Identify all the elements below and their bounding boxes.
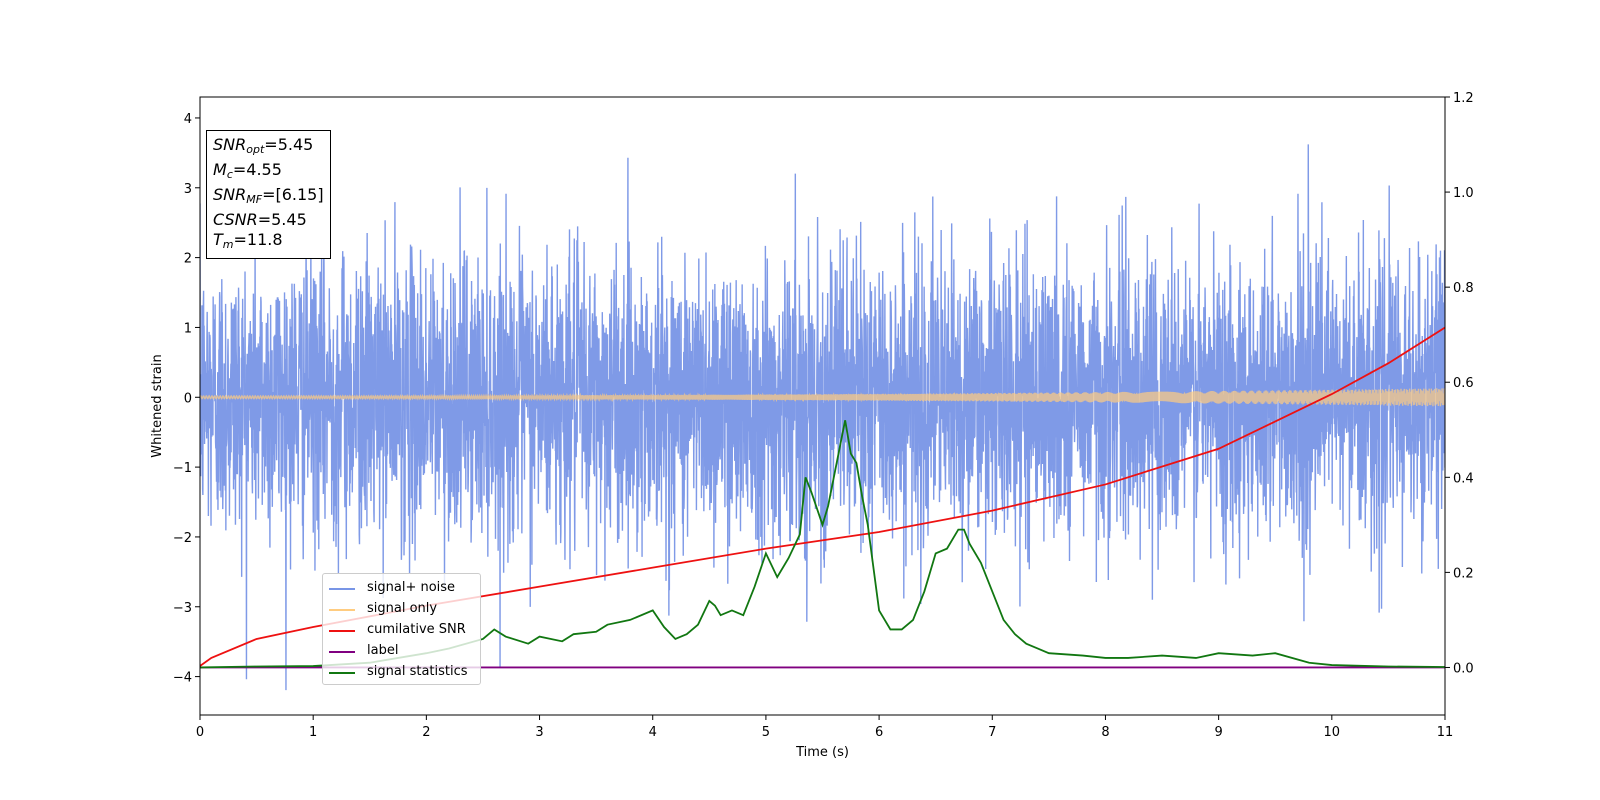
series-signal-statistics-line — [200, 420, 1445, 669]
x-tick-label-11: 11 — [1437, 725, 1454, 740]
series-signal-noise-line — [200, 144, 1445, 691]
legend-item-signal-statistics: signal statistics — [323, 663, 480, 683]
x-tick-label-9: 9 — [1214, 725, 1222, 740]
legend-swatch-signal-only — [329, 609, 355, 611]
x-axis-label: Time (s) — [795, 745, 849, 760]
legend-label-signal-only: signal only — [367, 601, 438, 616]
legend-item-signal-only: signal only — [323, 600, 480, 620]
axes: 0 1 2 3 4 5 6 7 8 9 10 11 −4 −3 −2 −1 0 1 2 3 4 0.0 0.2 0.4 0.6 0… — [173, 91, 1474, 740]
legend-label-label: label — [367, 643, 399, 658]
legend-label-signal-noise: signal+ noise — [367, 580, 456, 595]
y-tick-label-2: −2 — [173, 531, 192, 546]
y-tick-label-3: −1 — [173, 461, 192, 476]
y2-tick-label-0: 0.0 — [1453, 661, 1474, 676]
y-axis-label: Whitened strain — [150, 354, 165, 457]
annotation-mc: Mc=4.55 — [213, 160, 282, 181]
y2-tick-label-6: 1.2 — [1453, 91, 1474, 106]
y-tick-label-6: 2 — [184, 252, 192, 267]
legend-item-label: label — [323, 642, 480, 662]
x-tick-label-4: 4 — [649, 725, 657, 740]
y2-tick-label-5: 1.0 — [1453, 186, 1474, 201]
x-tick-label-7: 7 — [988, 725, 996, 740]
y-tick-label-4: 0 — [184, 391, 192, 406]
legend-swatch-signal-noise — [329, 588, 355, 590]
series-cumulative-snr-line — [200, 326, 1445, 667]
y2-tick-label-3: 0.6 — [1453, 376, 1474, 391]
legend-swatch-signal-statistics — [329, 672, 355, 674]
x-tick-label-10: 10 — [1324, 725, 1341, 740]
legend: signal+ noise signal only cumilative SNR… — [322, 573, 481, 685]
y-tick-label-8: 4 — [184, 112, 192, 127]
annotation-snr-mf: SNRMF=[6.15] — [213, 185, 324, 206]
x-tick-label-8: 8 — [1101, 725, 1109, 740]
x-tick-label-0: 0 — [196, 725, 204, 740]
y2-tick-label-1: 0.2 — [1453, 566, 1474, 581]
y-tick-label-7: 3 — [184, 182, 192, 197]
x-tick-label-5: 5 — [762, 725, 770, 740]
annotation-csnr: CSNR=5.45 — [213, 210, 307, 229]
legend-item-signal-noise: signal+ noise — [323, 579, 480, 599]
y-tick-label-1: −3 — [173, 601, 192, 616]
series-signal-only-line — [200, 388, 1445, 407]
y-tick-label-0: −4 — [173, 671, 192, 686]
plot-frame — [199, 96, 1446, 716]
x-tick-label-6: 6 — [875, 725, 883, 740]
annotation-tm: Tm=11.8 — [213, 230, 283, 251]
annotation-snr-opt: SNRopt=5.45 — [213, 135, 314, 156]
y-tick-label-5: 1 — [184, 321, 192, 336]
legend-item-cumulative-snr: cumilative SNR — [323, 621, 480, 641]
annotation-box: SNRopt=5.45 Mc=4.55 SNRMF=[6.15] CSNR=5.… — [206, 130, 331, 259]
legend-swatch-cumulative-snr — [329, 630, 355, 632]
legend-label-signal-statistics: signal statistics — [367, 664, 468, 679]
legend-label-cumulative-snr: cumilative SNR — [367, 622, 466, 637]
y2-tick-label-4: 0.8 — [1453, 281, 1474, 296]
y2-tick-label-2: 0.4 — [1453, 471, 1474, 486]
x-tick-label-1: 1 — [309, 725, 317, 740]
x-tick-label-2: 2 — [422, 725, 430, 740]
legend-swatch-label — [329, 651, 355, 653]
x-tick-label-3: 3 — [535, 725, 543, 740]
